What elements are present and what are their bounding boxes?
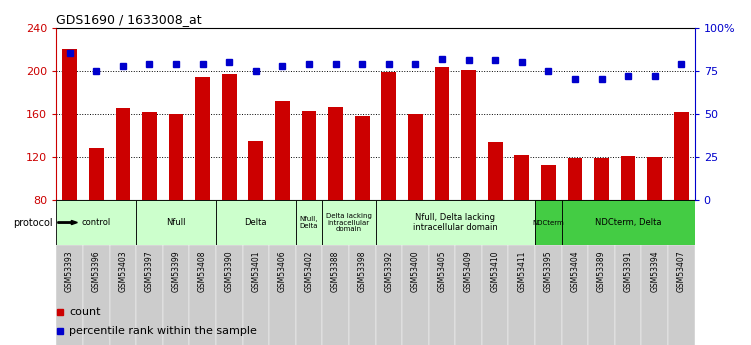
- Bar: [349, 245, 376, 345]
- Text: percentile rank within the sample: percentile rank within the sample: [69, 326, 257, 336]
- Bar: [562, 200, 695, 245]
- Text: GSM53406: GSM53406: [278, 250, 287, 292]
- Bar: [110, 245, 136, 345]
- Text: GSM53409: GSM53409: [464, 250, 473, 292]
- Bar: [535, 245, 562, 345]
- Text: GSM53394: GSM53394: [650, 250, 659, 292]
- Text: GSM53388: GSM53388: [331, 250, 340, 292]
- Bar: [216, 245, 243, 345]
- Bar: [62, 49, 77, 200]
- Text: GDS1690 / 1633008_at: GDS1690 / 1633008_at: [56, 13, 202, 27]
- Text: Delta: Delta: [245, 218, 267, 227]
- Text: GSM53407: GSM53407: [677, 250, 686, 292]
- Text: Delta lacking
intracellular
domain: Delta lacking intracellular domain: [326, 213, 372, 232]
- Bar: [83, 245, 110, 345]
- Text: GSM53393: GSM53393: [65, 250, 74, 292]
- Text: GSM53410: GSM53410: [490, 250, 499, 292]
- Text: NDCterm, Delta: NDCterm, Delta: [595, 218, 662, 227]
- Bar: [195, 77, 210, 200]
- Text: GSM53408: GSM53408: [198, 250, 207, 292]
- Bar: [222, 74, 237, 200]
- Bar: [216, 200, 296, 245]
- Bar: [243, 245, 269, 345]
- Bar: [169, 114, 183, 200]
- Bar: [56, 245, 83, 345]
- Text: GSM53401: GSM53401: [252, 250, 261, 292]
- Text: GSM53395: GSM53395: [544, 250, 553, 292]
- Bar: [116, 108, 130, 200]
- Text: GSM53399: GSM53399: [171, 250, 180, 292]
- Text: GSM53389: GSM53389: [597, 250, 606, 292]
- Bar: [56, 200, 136, 245]
- Bar: [142, 112, 157, 200]
- Bar: [535, 200, 562, 245]
- Text: GSM53397: GSM53397: [145, 250, 154, 292]
- Bar: [296, 245, 322, 345]
- Bar: [322, 245, 349, 345]
- Text: GSM53396: GSM53396: [92, 250, 101, 292]
- Bar: [429, 245, 455, 345]
- Bar: [163, 245, 189, 345]
- Text: Nfull, Delta lacking
intracellular domain: Nfull, Delta lacking intracellular domai…: [413, 213, 498, 232]
- Bar: [594, 158, 609, 200]
- Bar: [376, 200, 535, 245]
- Text: GSM53403: GSM53403: [119, 250, 128, 292]
- Bar: [322, 200, 376, 245]
- Text: GSM53391: GSM53391: [623, 250, 632, 292]
- Bar: [461, 70, 476, 200]
- Text: GSM53402: GSM53402: [304, 250, 313, 292]
- Bar: [562, 245, 588, 345]
- Bar: [249, 141, 263, 200]
- Bar: [189, 245, 216, 345]
- Bar: [275, 101, 290, 200]
- Bar: [89, 148, 104, 200]
- Text: NDCterm: NDCterm: [532, 219, 564, 226]
- Bar: [488, 142, 502, 200]
- Bar: [376, 245, 402, 345]
- Bar: [541, 165, 556, 200]
- Bar: [615, 245, 641, 345]
- Bar: [269, 245, 296, 345]
- Bar: [514, 155, 529, 200]
- Bar: [674, 112, 689, 200]
- Text: GSM53398: GSM53398: [357, 250, 366, 292]
- Bar: [508, 245, 535, 345]
- Bar: [328, 107, 343, 200]
- Bar: [302, 111, 316, 200]
- Text: Nfull,
Delta: Nfull, Delta: [300, 216, 318, 229]
- Bar: [408, 114, 423, 200]
- Text: GSM53405: GSM53405: [438, 250, 447, 292]
- Text: GSM53411: GSM53411: [517, 250, 526, 292]
- Bar: [435, 68, 449, 200]
- Text: GSM53400: GSM53400: [411, 250, 420, 292]
- Bar: [382, 72, 396, 200]
- Bar: [136, 245, 163, 345]
- Bar: [296, 200, 322, 245]
- Text: control: control: [82, 218, 111, 227]
- Bar: [568, 158, 582, 200]
- Bar: [355, 116, 369, 200]
- Bar: [641, 245, 668, 345]
- Bar: [621, 156, 635, 200]
- Bar: [455, 245, 482, 345]
- Bar: [402, 245, 429, 345]
- Bar: [647, 157, 662, 200]
- Text: protocol: protocol: [13, 218, 53, 227]
- Text: GSM53392: GSM53392: [385, 250, 394, 292]
- Bar: [482, 245, 508, 345]
- Bar: [668, 245, 695, 345]
- Text: GSM53390: GSM53390: [225, 250, 234, 292]
- Text: GSM53404: GSM53404: [571, 250, 580, 292]
- Text: Nfull: Nfull: [166, 218, 185, 227]
- Bar: [136, 200, 216, 245]
- Bar: [588, 245, 615, 345]
- Text: count: count: [69, 307, 101, 317]
